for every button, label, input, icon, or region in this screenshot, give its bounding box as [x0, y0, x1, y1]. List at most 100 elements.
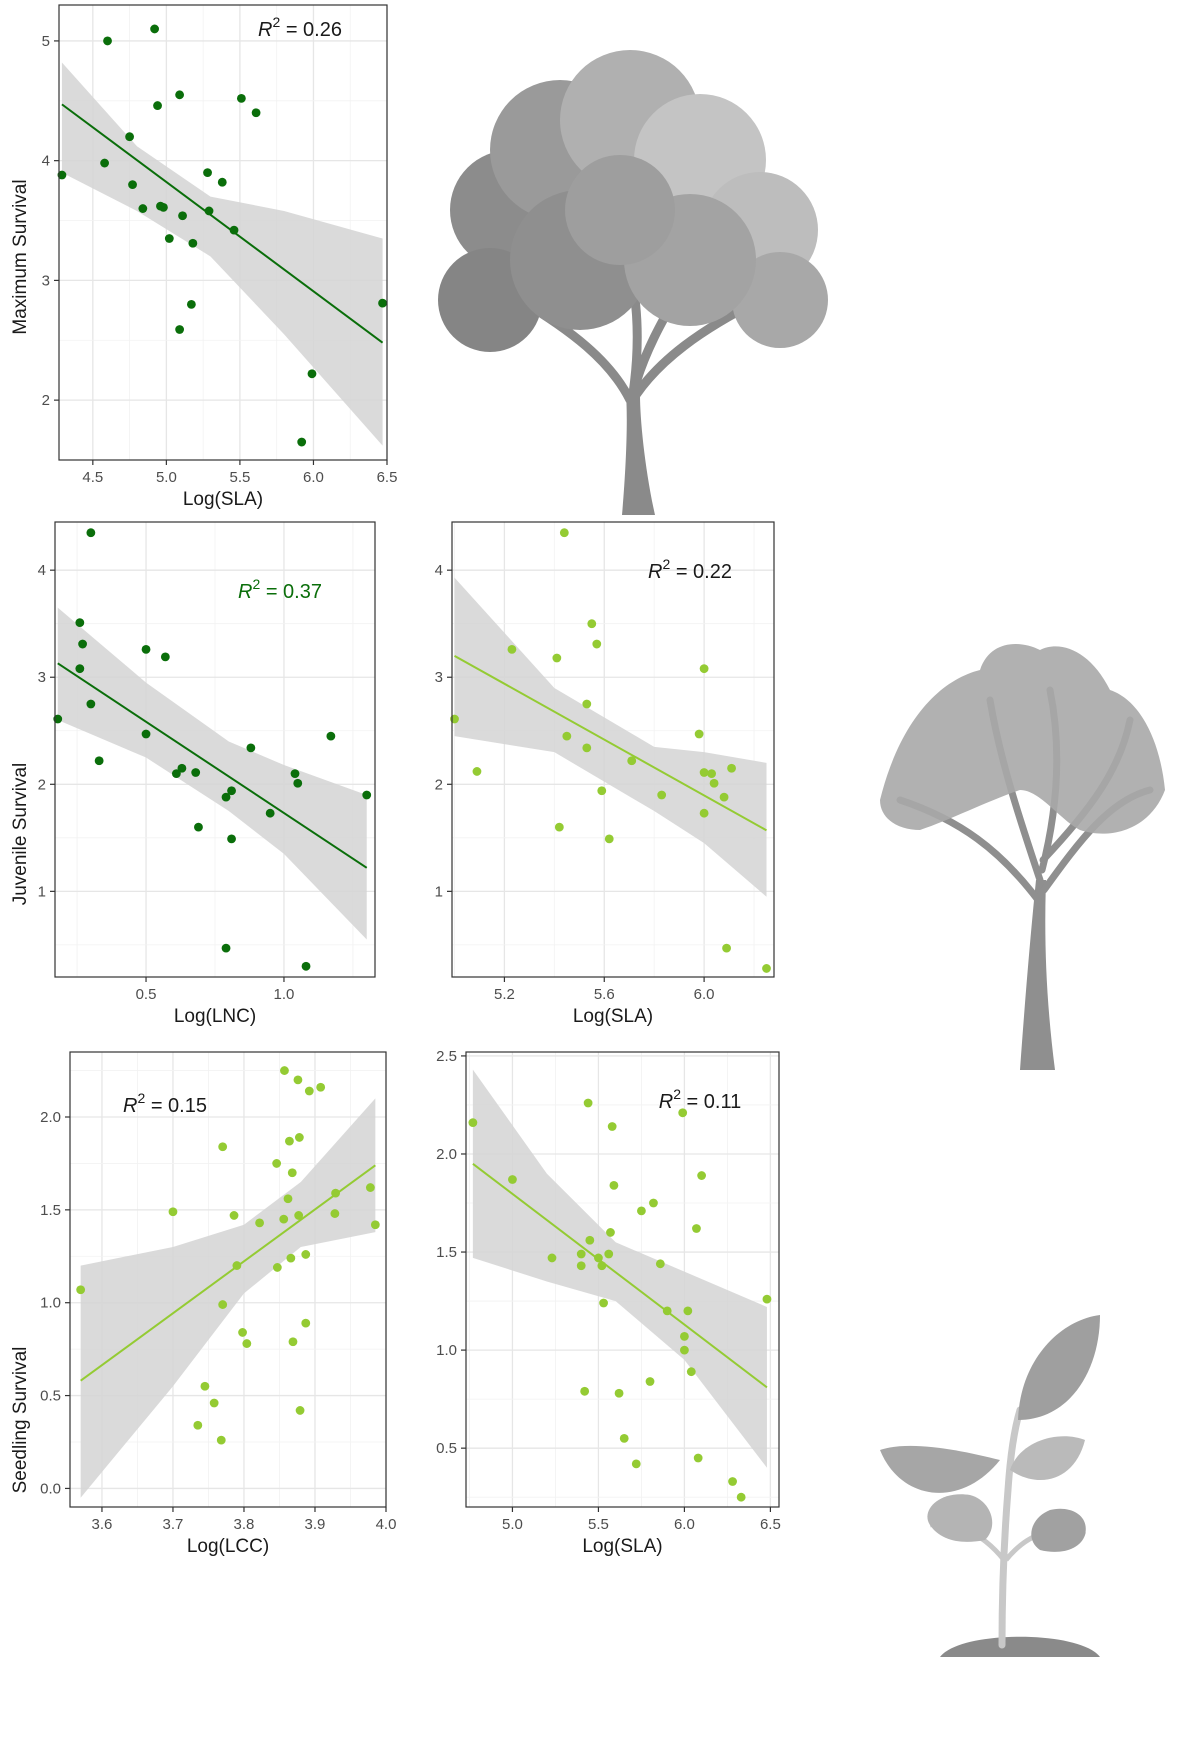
x-axis-title: Log(SLA): [582, 1536, 662, 1557]
data-point: [193, 1420, 203, 1430]
data-point: [378, 298, 387, 308]
data-point: [150, 24, 160, 34]
confidence-band: [454, 577, 767, 897]
data-point: [153, 101, 162, 110]
tree-silhouette-icon: [438, 50, 828, 515]
y-tick-label: 1.0: [436, 1342, 457, 1359]
data-point: [582, 743, 592, 753]
data-point: [265, 808, 275, 818]
data-point: [301, 961, 311, 971]
data-point: [251, 108, 261, 118]
data-point: [326, 731, 336, 741]
data-point: [287, 1168, 297, 1178]
regression-line: [472, 1162, 768, 1389]
data-point: [762, 964, 771, 973]
data-point: [576, 1249, 586, 1259]
x-tick-label: 5.0: [502, 1516, 523, 1533]
data-point: [607, 1122, 617, 1131]
r-squared-annotation: R2 = 0.22: [648, 556, 732, 583]
data-point: [709, 778, 719, 788]
data-point: [693, 1453, 703, 1463]
data-point: [552, 653, 562, 663]
data-point: [559, 528, 569, 538]
data-point: [604, 1249, 614, 1259]
data-point: [609, 1180, 619, 1190]
panel-border: [451, 521, 775, 978]
x-axis-title: Log(SLA): [573, 1006, 653, 1027]
data-point: [597, 786, 607, 796]
data-point: [175, 325, 185, 334]
regression-line: [454, 654, 767, 832]
data-point: [283, 1194, 293, 1204]
data-point: [125, 132, 135, 142]
panel-juvenile-survival-vs-sla: 5.2 5.6 6.0 1 2 3 4 Log(SLA) R2 = 0.22: [435, 521, 775, 1027]
data-point: [697, 1171, 707, 1180]
data-point: [554, 822, 564, 832]
data-point: [330, 1209, 340, 1218]
data-point: [175, 90, 185, 100]
x-tick-label: 5.2: [494, 986, 515, 1003]
x-axis-title: Log(LNC): [174, 1006, 256, 1027]
data-point: [637, 1206, 646, 1216]
data-point: [707, 769, 716, 778]
y-tick-label: 2.0: [40, 1109, 61, 1126]
data-point: [218, 1300, 228, 1309]
y-tick-label: 1: [435, 883, 443, 900]
regression-line: [57, 662, 368, 869]
data-point: [57, 170, 67, 180]
y-tick-label: 1: [38, 883, 46, 900]
data-point: [627, 756, 637, 766]
data-point: [227, 786, 236, 796]
data-point: [171, 769, 181, 778]
data-point: [280, 1066, 289, 1075]
r-squared-annotation: R2 = 0.37: [238, 576, 322, 603]
y-tick-label: 1.5: [40, 1202, 61, 1219]
y-tick-label: 0.5: [436, 1440, 457, 1457]
data-point: [631, 1459, 641, 1469]
data-point: [362, 790, 372, 800]
x-tick-label: 6.5: [377, 469, 398, 486]
data-point: [279, 1214, 289, 1224]
data-point: [100, 158, 109, 168]
data-point: [86, 699, 96, 709]
data-point: [468, 1118, 478, 1128]
x-tick-label: 3.6: [92, 1516, 113, 1533]
data-point: [304, 1086, 314, 1096]
data-point: [203, 168, 212, 178]
x-tick-label: 5.6: [594, 986, 615, 1003]
data-point: [582, 699, 592, 709]
data-point: [293, 1075, 303, 1085]
data-point: [592, 639, 602, 649]
data-point: [694, 729, 704, 739]
panel-border: [465, 1051, 780, 1508]
data-point: [227, 834, 236, 844]
y-tick-label: 0.5: [40, 1388, 61, 1405]
data-point: [562, 731, 572, 741]
y-tick-label: 0.0: [40, 1480, 61, 1497]
y-tick-label: 1.5: [436, 1244, 457, 1261]
panel-seedling-survival-vs-lcc: 3.6 3.7 3.8 3.9 4.0 0.0 0.5 1.0 1.5 2.0 Log(LCC) R2…: [40, 1051, 396, 1557]
y-tick-label: 3: [38, 669, 46, 686]
data-point: [76, 1285, 86, 1295]
data-point: [547, 1253, 557, 1263]
data-point: [294, 1133, 304, 1142]
data-point: [194, 822, 203, 832]
data-point: [272, 1263, 282, 1272]
data-point: [236, 93, 246, 103]
data-point: [255, 1218, 264, 1228]
data-point: [229, 1211, 239, 1220]
y-tick-label: 4: [435, 562, 443, 579]
data-point: [307, 369, 317, 379]
r-squared-annotation: R2 = 0.15: [123, 1090, 207, 1117]
sapling-tree-icon: [880, 644, 1165, 1070]
data-point: [246, 743, 256, 753]
x-tick-label: 5.5: [588, 1516, 609, 1533]
data-point: [209, 1398, 219, 1408]
data-point: [78, 639, 87, 649]
data-point: [736, 1492, 746, 1502]
y-tick-label: 4: [42, 153, 50, 170]
data-point: [141, 729, 151, 739]
panel-max-survival-vs-sla: 4.5 5.0 5.5 6.0 6.5 2 3 4 5 Log(SLA) R2 = 0.26: [42, 4, 398, 510]
x-tick-label: 3.7: [163, 1516, 184, 1533]
